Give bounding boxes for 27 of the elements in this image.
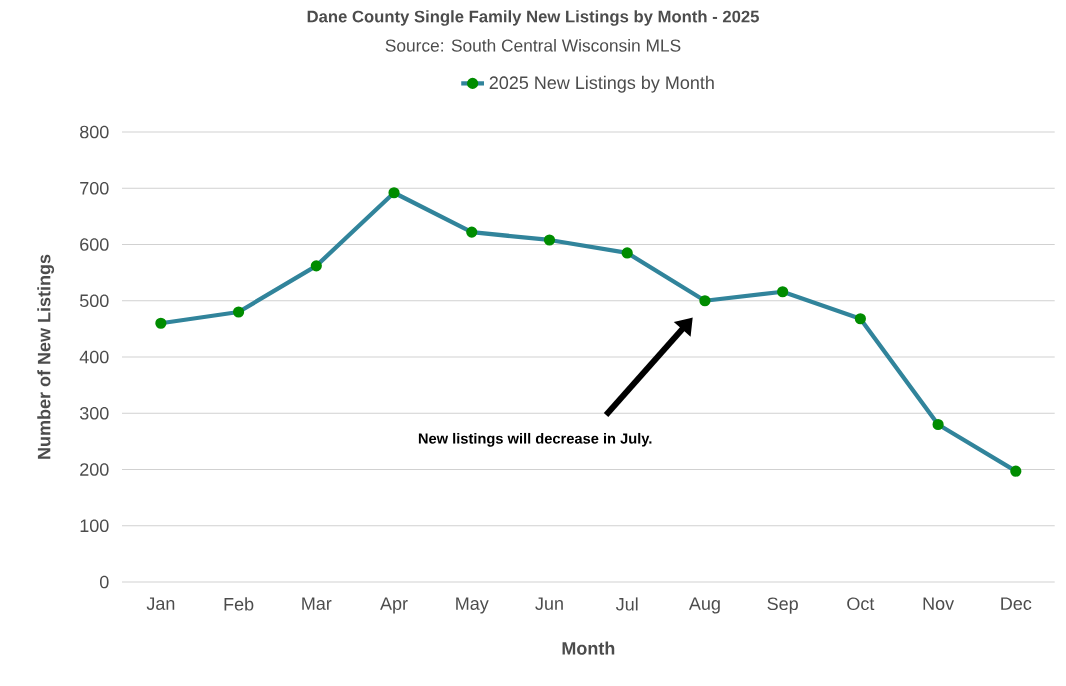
x-tick-label: Jan — [146, 597, 175, 610]
y-axis-title: Number of New Listings — [37, 254, 55, 459]
x-tick-label: Sep — [767, 597, 798, 614]
y-tick-label: 800 — [80, 125, 109, 139]
x-tick-label: Oct — [847, 597, 875, 611]
chart-title: Dane County Single Family New Listings by Month - 2025 — [307, 10, 759, 26]
y-tick-label: 700 — [80, 181, 109, 195]
x-tick-label: Nov — [923, 597, 955, 610]
x-tick-label: Apr — [380, 597, 408, 614]
x-tick-label: Aug — [688, 597, 720, 614]
y-tick-label: 100 — [80, 519, 109, 533]
y-tick-label: 0 — [99, 575, 109, 589]
y-tick-label: 200 — [80, 463, 109, 476]
y-tick-label: 400 — [79, 350, 109, 364]
y-tick-label: 500 — [79, 294, 109, 308]
x-axis-title: Month — [562, 641, 615, 655]
x-tick-label: Jul — [615, 597, 638, 611]
x-tick-label: Jun — [535, 597, 563, 610]
x-tick-label: Feb — [224, 597, 254, 611]
legend-label: 2025 New Listings by Month — [489, 75, 714, 93]
y-tick-label: 600 — [80, 238, 109, 251]
annotation: New listings will decrease in July. — [418, 432, 652, 447]
chart-subtitle: Source: South Central Wisconsin MLS — [385, 38, 681, 52]
x-tick-label: Mar — [302, 597, 332, 610]
y-tick-label: 300 — [79, 406, 109, 420]
x-tick-label: Dec — [1001, 597, 1032, 610]
x-tick-label: May — [456, 597, 489, 614]
